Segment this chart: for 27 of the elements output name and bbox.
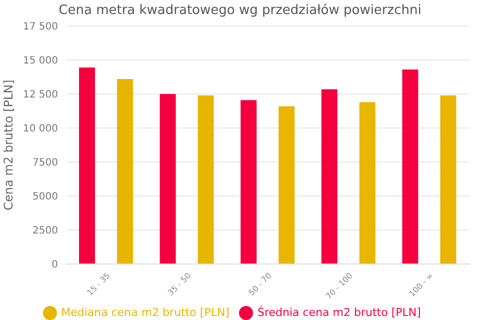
bar — [79, 67, 95, 264]
y-tick-label: 12 500 — [23, 90, 58, 101]
bar — [198, 95, 214, 264]
x-tick-label: 70 - 100 — [324, 271, 354, 302]
x-tick-label: 35 - 50 — [166, 271, 193, 298]
y-tick-label: 7500 — [32, 158, 58, 169]
x-tick-label: 100 - ∞ — [408, 271, 436, 299]
chart-title: Cena metra kwadratowego wg przedziałów powierzchni — [58, 2, 422, 20]
y-tick-label: 15 000 — [23, 56, 58, 67]
bar — [321, 89, 338, 264]
y-tick-label: 10 000 — [23, 124, 58, 135]
bar — [278, 106, 295, 264]
bar — [240, 100, 257, 264]
y-tick-label: 0 — [52, 260, 58, 271]
bar — [402, 70, 418, 264]
bar — [359, 102, 376, 264]
bar — [440, 95, 456, 264]
y-tick-label: 2500 — [32, 226, 58, 237]
bar — [160, 94, 176, 264]
legend-label: Mediana cena m2 brutto [PLN] — [61, 306, 230, 320]
x-tick-label: 15 - 35 — [85, 271, 112, 298]
legend-label: Średnia cena m2 brutto [PLN] — [257, 306, 421, 320]
y-tick-label: 5000 — [32, 192, 58, 203]
y-axis-title: Cena m2 brutto [PLN] — [1, 80, 16, 210]
x-tick-label: 50 - 70 — [247, 271, 274, 298]
bar — [117, 79, 133, 264]
y-tick-label: 17 500 — [23, 22, 58, 33]
